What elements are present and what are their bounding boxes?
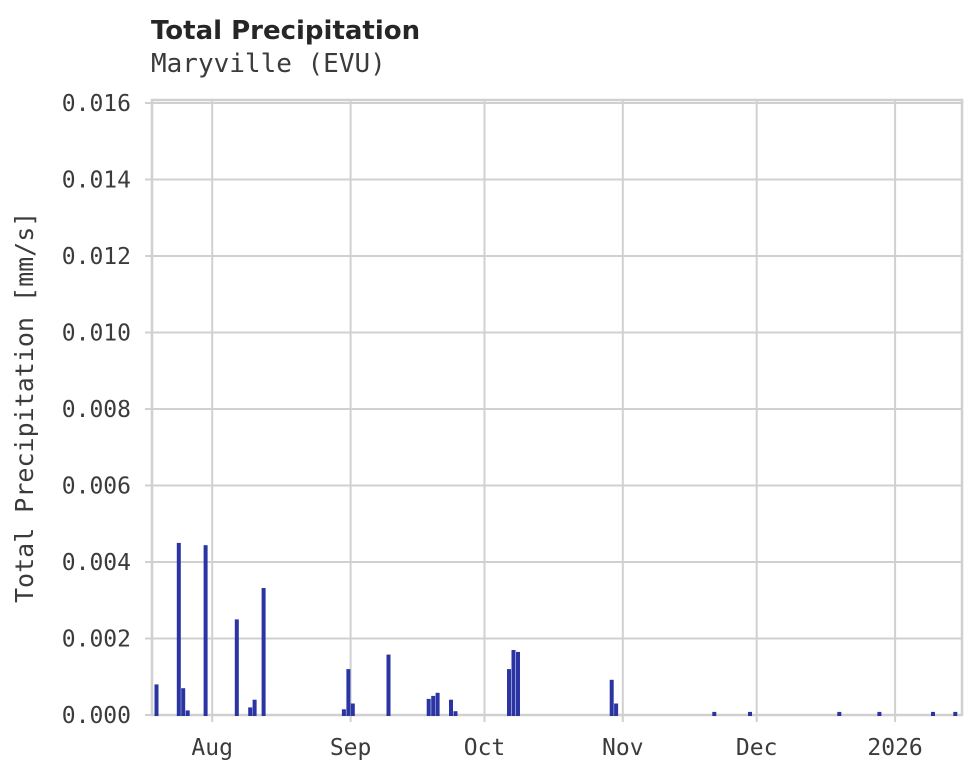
y-tick-label: 0.016 [62,91,131,117]
x-tick-label: Oct [464,735,506,761]
precip-bar [435,692,440,716]
y-tick-label: 0.008 [62,397,131,423]
precip-bar [350,703,355,716]
tick-marks [145,102,897,722]
y-tick-labels: 0.000 0.002 0.004 0.006 0.008 0.010 0.012 0.014… [62,91,131,729]
y-tick-label: 0.004 [62,550,131,576]
precip-bar [449,699,453,716]
x-tick-label: Dec [736,735,778,761]
precip-bar [181,688,186,716]
precip-bar [431,695,436,716]
y-tick-label: 0.012 [62,244,131,270]
gridlines [152,100,962,716]
y-tick-label: 0.006 [62,474,131,500]
precip-bar [185,710,190,716]
precip-bar [931,711,935,716]
precip-bar [346,669,351,716]
precip-bar [234,619,239,716]
precip-bar [386,654,391,716]
chart-subtitle: Maryville (EVU) [151,49,386,79]
precip-bar [341,709,346,716]
precip-bar [176,542,181,716]
y-tick-label: 0.014 [62,168,131,194]
y-tick-label: 0.002 [62,627,131,653]
precip-bar [507,669,511,716]
precip-bar [154,684,159,716]
plot-border [150,98,964,717]
x-tick-label: Nov [602,735,644,761]
precip-bar [877,711,882,716]
precip-bar [248,707,253,716]
x-tick-labels: Aug Sep Oct Nov Dec 2026 [191,735,922,761]
precip-bar [609,679,614,716]
precip-bar [203,545,208,716]
precip-bar [261,588,266,716]
precipitation-bars [154,542,958,716]
precip-bar [511,650,516,716]
precip-bar [748,711,752,716]
y-tick-label: 0.010 [62,321,131,347]
chart-title: Total Precipitation [151,16,421,46]
precip-bar [426,698,431,716]
precip-bar [614,703,619,716]
precip-bar [712,711,717,716]
x-tick-label: 2026 [867,735,922,761]
x-tick-label: Aug [191,735,233,761]
precip-bar [837,711,842,716]
precip-bar [453,711,458,716]
y-tick-label: 0.000 [62,703,131,729]
precip-bar [953,711,958,716]
precip-bar [252,699,257,716]
x-tick-label: Sep [330,735,372,761]
precip-bar [516,651,520,716]
